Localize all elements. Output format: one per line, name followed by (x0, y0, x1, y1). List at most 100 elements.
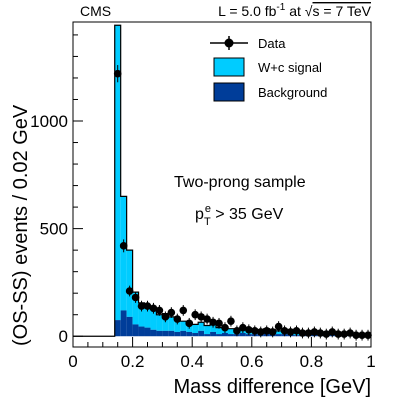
background-bar (114, 320, 121, 337)
background-bar (174, 331, 181, 337)
data-point (113, 69, 122, 78)
data-point (215, 319, 223, 328)
x-tick-label: 1 (366, 352, 375, 371)
data-point (346, 329, 354, 337)
data-point (185, 319, 194, 328)
data-point (179, 306, 188, 315)
data-point (298, 329, 307, 337)
data-point (233, 327, 241, 335)
data-point (131, 293, 140, 302)
data-point (209, 318, 217, 327)
axes-layer: 0 0.2 0.4 0.6 0.8 1 0 500 1000 (30, 34, 376, 371)
data-point (245, 325, 253, 334)
x-tick-label: 0.8 (300, 352, 324, 371)
data-point (286, 328, 295, 336)
data-point (340, 330, 348, 338)
data-point (310, 328, 319, 336)
signal-bar (227, 328, 234, 335)
background-bar (186, 331, 193, 337)
data-point (334, 330, 343, 338)
signal-bar (198, 322, 205, 331)
legend-data-marker (224, 38, 234, 48)
signal-bar (126, 250, 133, 317)
data-point (262, 327, 271, 335)
data-point (250, 327, 259, 335)
data-point (227, 317, 235, 325)
sample-annotation: Two-prong sample (174, 174, 306, 191)
signal-bar (204, 325, 211, 335)
data-point (328, 328, 337, 336)
signal-bar (150, 309, 157, 330)
cut-p: p (195, 206, 204, 223)
y-tick-label: 0 (59, 327, 68, 346)
background-bar (222, 333, 228, 337)
y-axis-title: (OS-SS) events / 0.02 GeV (10, 104, 32, 346)
experiment-label: CMS (80, 3, 111, 19)
background-bar (227, 334, 234, 337)
data-point (125, 287, 134, 295)
data-point (364, 331, 372, 339)
data-point (137, 302, 146, 310)
lumi-exponent: -1 (276, 2, 285, 13)
energy-suffix: s = 7 TeV (312, 3, 371, 19)
data-point (161, 313, 170, 321)
data-point (203, 315, 211, 323)
data-point (322, 330, 331, 338)
signal-bar (168, 316, 175, 331)
data-point (316, 329, 325, 337)
background-bar (126, 316, 133, 337)
lumi-energy-label: L = 5.0 fb-1 at √s = 7 TeV (218, 2, 371, 19)
background-bar (204, 334, 211, 337)
signal-bar (192, 324, 199, 334)
y-tick-label: 500 (40, 220, 68, 239)
legend-data-label: Data (258, 36, 286, 51)
legend: Data W+c signal Background (210, 36, 327, 102)
background-bar (120, 310, 127, 337)
data-point (274, 322, 283, 331)
background-bar (150, 329, 157, 337)
data-point (268, 328, 277, 336)
legend-background-swatch (213, 82, 245, 102)
data-point (173, 315, 182, 323)
data-point (221, 323, 229, 332)
data-point (167, 308, 176, 317)
x-tick-label: 0.4 (180, 352, 204, 371)
signal-bar (138, 302, 145, 327)
signal-bar (132, 292, 139, 325)
data-point (197, 313, 205, 321)
background-bar (210, 331, 217, 337)
x-tick-label: 0 (68, 352, 77, 371)
background-bar (180, 330, 187, 337)
data-point (292, 327, 301, 335)
legend-signal-swatch (213, 57, 245, 77)
background-bar (156, 330, 163, 337)
background-bar (192, 333, 199, 337)
cut-subscript: T (204, 216, 211, 228)
data-point (143, 302, 152, 310)
signal-bar (210, 324, 217, 332)
background-bar (198, 330, 205, 337)
background-bar (138, 326, 145, 337)
data-point (239, 323, 247, 332)
signal-bar (156, 314, 163, 331)
data-points-layer (113, 65, 372, 341)
x-tick-label: 0.2 (121, 352, 145, 371)
background-bar (275, 334, 282, 337)
data-point (358, 331, 366, 339)
data-point (149, 304, 158, 313)
data-point (256, 328, 265, 336)
x-axis-title: Mass difference [GeV] (174, 376, 372, 398)
background-bar (144, 327, 151, 337)
energy-prefix: at (285, 3, 304, 19)
cut-superscript: e (205, 203, 211, 215)
background-bar (216, 334, 222, 337)
legend-background-label: Background (258, 85, 327, 100)
signal-bar (275, 330, 282, 335)
background-bar (239, 333, 246, 337)
data-point (119, 242, 128, 250)
data-point (280, 327, 289, 335)
signal-bar (144, 306, 151, 328)
cut-rest: > 35 GeV (211, 206, 284, 223)
background-bar (162, 330, 169, 337)
